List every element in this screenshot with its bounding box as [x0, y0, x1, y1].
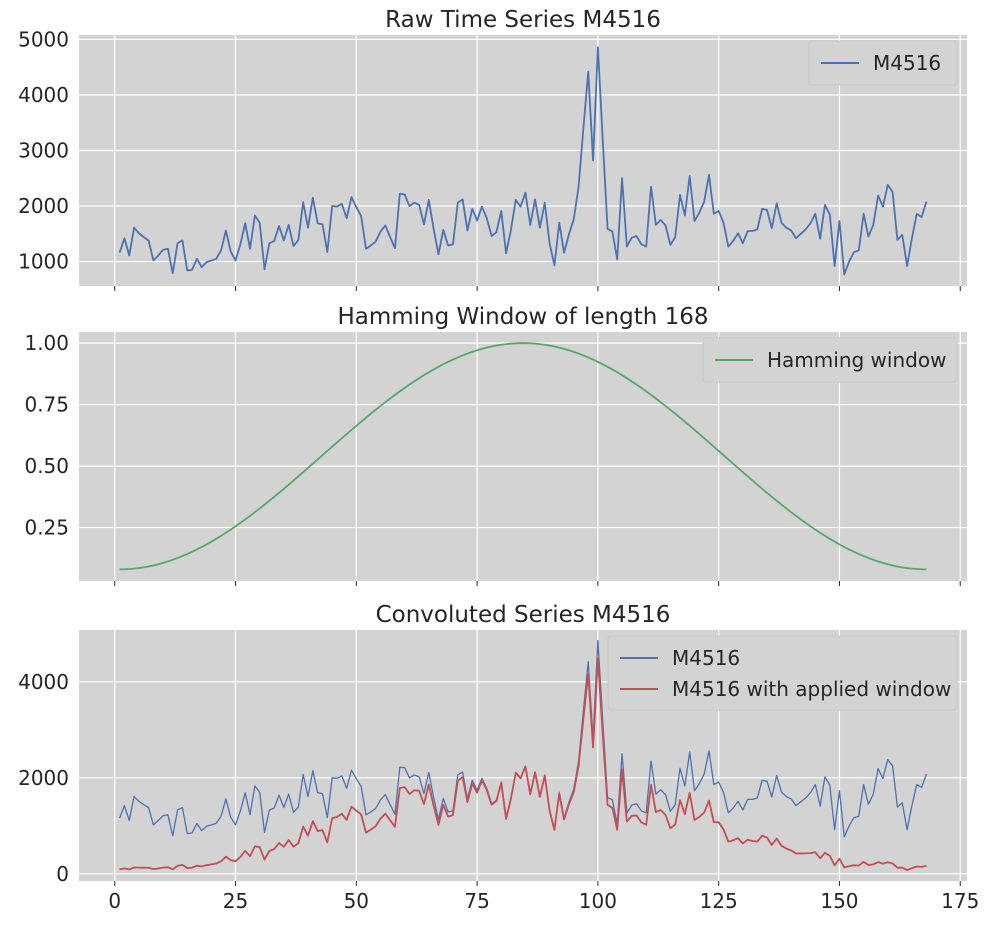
- y-tick-label: 1000: [18, 250, 69, 274]
- y-tick-label: 0.75: [24, 393, 69, 417]
- y-tick-label: 5000: [18, 27, 69, 51]
- legend-label: M4516: [672, 646, 740, 670]
- legend-box: [808, 40, 958, 86]
- legend-label: M4516: [873, 51, 941, 75]
- x-tick-label: 25: [223, 889, 248, 913]
- y-tick-label: 0: [56, 862, 69, 886]
- chart-title: Hamming Window of length 168: [337, 304, 708, 330]
- legend-box: [702, 337, 958, 383]
- legend: Hamming window: [702, 337, 958, 383]
- y-tick-label: 1.00: [24, 331, 69, 355]
- legend: M4516 M4516 with applied window: [607, 635, 958, 711]
- series-line-m4516: [118, 46, 928, 276]
- chart-title: Convoluted Series M4516: [376, 602, 671, 628]
- y-tick-label: 0.25: [24, 516, 69, 540]
- y-tick-label: 3000: [18, 139, 69, 163]
- x-tick-label: 175: [941, 889, 979, 913]
- series-line-hamming-window: [119, 342, 927, 571]
- x-tick-label: 150: [820, 889, 858, 913]
- x-tick-label: 100: [579, 889, 617, 913]
- series-line-m4516-with-applied-window: [119, 657, 927, 871]
- hamming-window-panel: 0.25 0.50 0.75 1.00 Hamming Window of length…: [24, 304, 967, 586]
- y-tick-label: 4000: [18, 83, 69, 107]
- x-tick-label: 0: [108, 889, 121, 913]
- legend-label: M4516 with applied window: [672, 677, 951, 701]
- y-tick-label: 4000: [18, 670, 69, 694]
- x-tick-label: 50: [344, 889, 369, 913]
- legend-box: [607, 635, 958, 711]
- y-tick-label: 0.50: [24, 454, 69, 478]
- legend-label: Hamming window: [767, 348, 946, 372]
- y-tick-label: 2000: [18, 194, 69, 218]
- convoluted-series-panel: 0 25 50 75 100 125 150 175 0 2000 4000 Convoluted S…: [18, 602, 979, 913]
- legend: M4516: [808, 40, 958, 86]
- raw-series-panel: 1000 2000 3000 4000 5000 Raw Time Series M451…: [18, 7, 967, 291]
- y-tick-label: 2000: [18, 766, 69, 790]
- x-tick-label: 75: [464, 889, 489, 913]
- x-tick-label: 125: [700, 889, 738, 913]
- chart-title: Raw Time Series M4516: [385, 7, 661, 33]
